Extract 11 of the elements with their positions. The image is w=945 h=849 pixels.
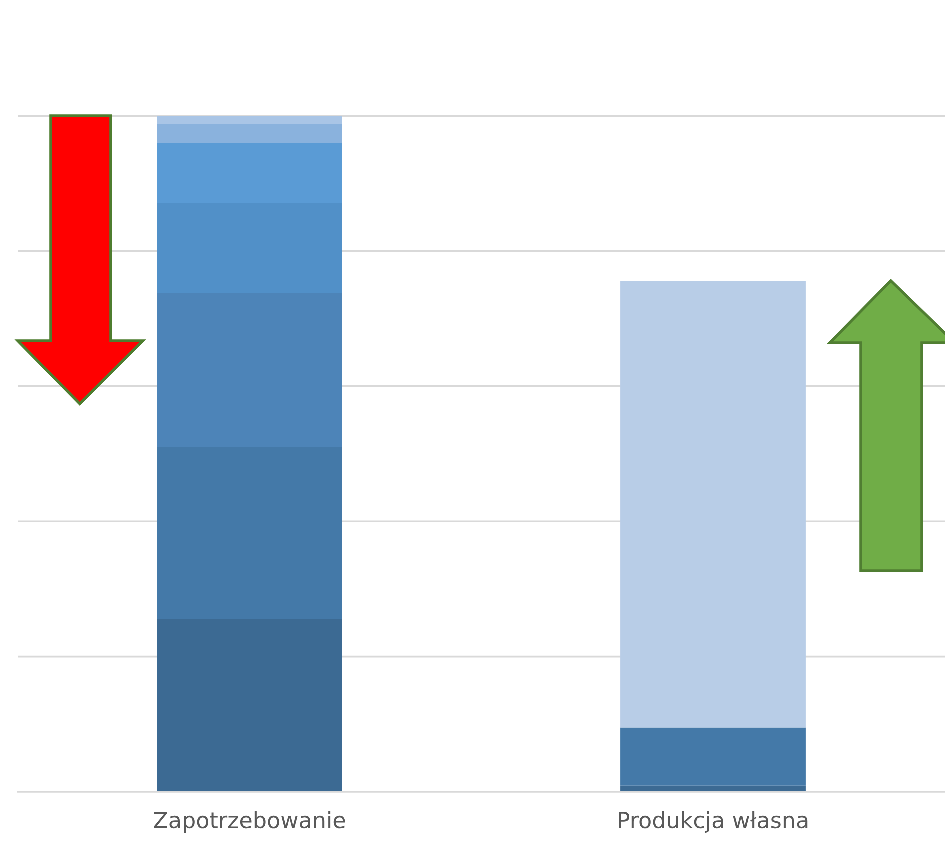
bar	[620, 281, 806, 728]
bar	[157, 618, 342, 792]
bar	[157, 293, 342, 448]
x-tick-label: Zapotrzebowanie	[154, 811, 346, 833]
bar	[157, 116, 342, 124]
x-tick-label: Produkcja własna	[619, 811, 808, 833]
bar	[157, 203, 342, 294]
bar	[620, 728, 806, 786]
bar	[157, 124, 342, 144]
bar	[157, 143, 342, 204]
bar	[157, 447, 342, 619]
